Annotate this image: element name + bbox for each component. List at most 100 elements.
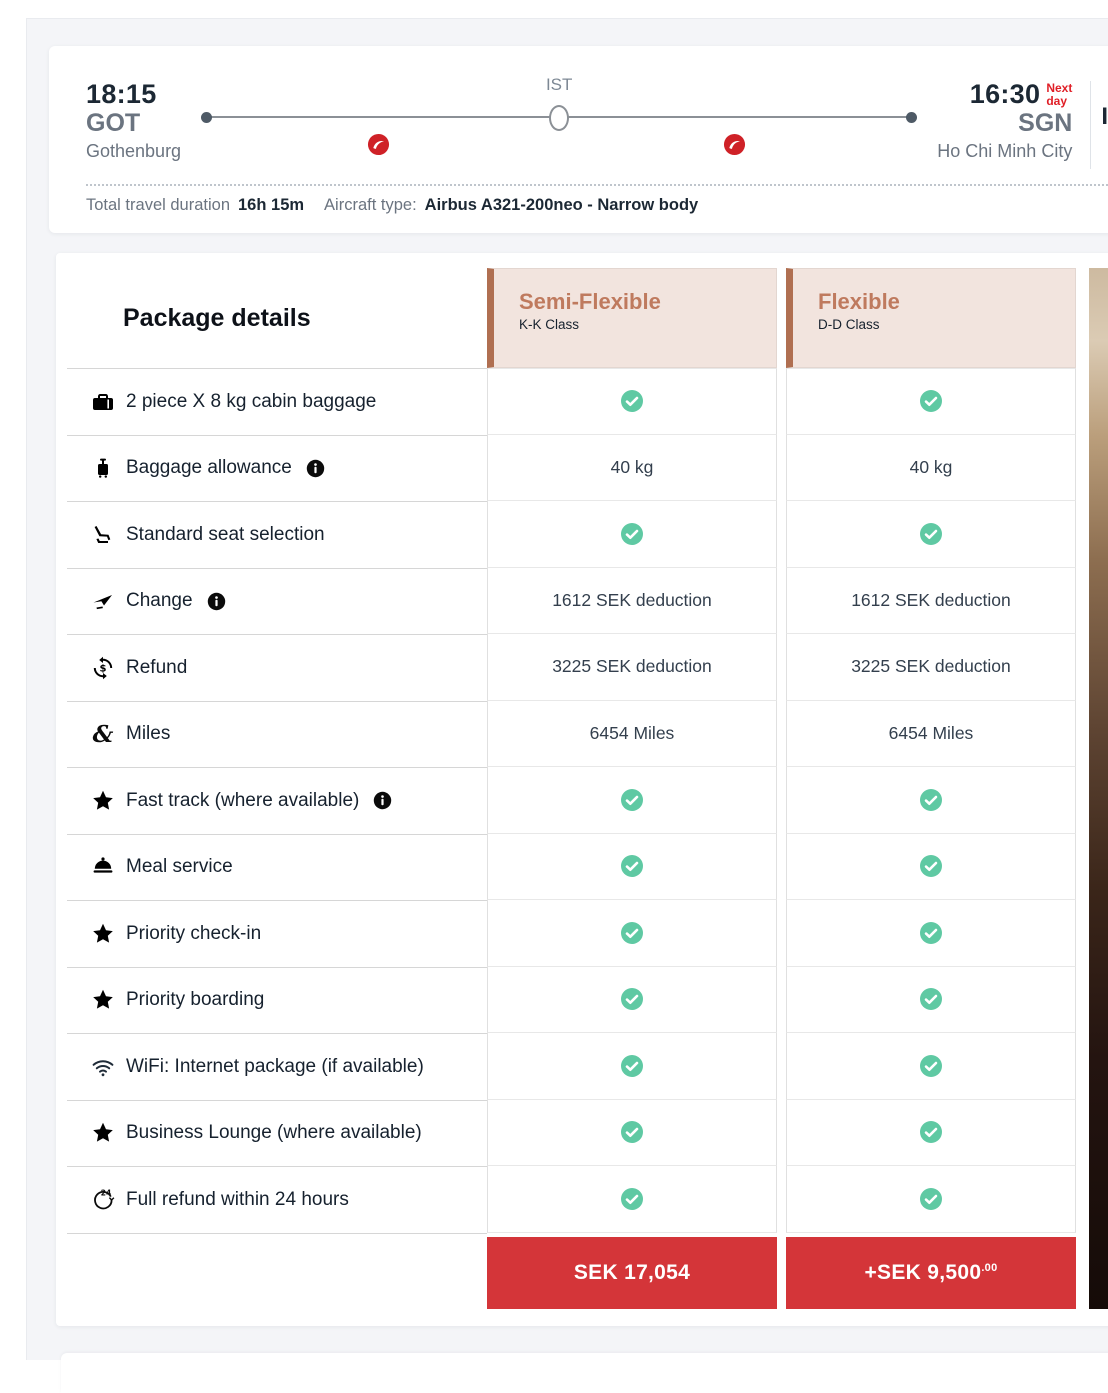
star-icon: [91, 922, 115, 946]
check-icon: [620, 987, 644, 1011]
check-icon: [919, 1054, 943, 1078]
value-cell: [786, 1033, 1076, 1100]
itinerary-link-cutoff[interactable]: It: [1101, 103, 1108, 131]
package-name: Flexible: [818, 289, 1075, 315]
value-cell: 40 kg: [487, 435, 777, 502]
feature-row-24h-refund: Full refund within 24 hours: [67, 1166, 487, 1233]
value-cell: [487, 767, 777, 834]
dotted-divider: [86, 184, 1108, 186]
airline-logo-icon: [367, 133, 390, 156]
select-semi-flexible-button[interactable]: SEK 17,054: [487, 1237, 777, 1309]
check-icon: [919, 389, 943, 413]
check-icon: [620, 854, 644, 878]
timeline-origin-dot: [201, 112, 212, 123]
check-icon: [919, 921, 943, 945]
departure-block: 18:15 GOT Gothenburg: [86, 79, 181, 162]
check-icon: [620, 1120, 644, 1144]
value-cell: [786, 900, 1076, 967]
footer-spacer: [67, 1233, 487, 1309]
timeline-stopover-marker: [549, 105, 569, 131]
value-cell: 40 kg: [786, 435, 1076, 502]
flight-timeline: IST: [203, 79, 915, 161]
feature-row-priority-boarding: Priority boarding: [67, 967, 487, 1034]
vertical-divider: [1090, 81, 1091, 169]
arrival-block: 16:30 Next day SGN Ho Chi Minh City: [937, 79, 1072, 162]
aircraft-value: Airbus A321-200neo - Narrow body: [425, 196, 699, 215]
info-icon[interactable]: [306, 459, 325, 478]
arrival-time: 16:30: [970, 79, 1041, 110]
clock-24-icon: [91, 1188, 115, 1212]
aircraft-label: Aircraft type:: [324, 196, 417, 215]
check-icon: [919, 1187, 943, 1211]
value-cell: [487, 368, 777, 435]
star-icon: [91, 988, 115, 1012]
select-flexible-button[interactable]: +SEK 9,500.00: [786, 1237, 1076, 1309]
duration-value: 16h 15m: [238, 196, 304, 215]
meal-icon: [91, 855, 115, 879]
feature-row-business-lounge: Business Lounge (where available): [67, 1100, 487, 1167]
check-icon: [620, 788, 644, 812]
timeline-destination-dot: [906, 112, 917, 123]
value-cell: [487, 900, 777, 967]
feature-row-meal-service: Meal service: [67, 834, 487, 901]
value-cell: [487, 1100, 777, 1167]
info-icon[interactable]: [207, 592, 226, 611]
value-cell: [786, 368, 1076, 435]
value-cell: [786, 1166, 1076, 1233]
page-background: 18:15 GOT Gothenburg IST 16:30 Next day …: [26, 18, 1108, 1360]
arrival-city: Ho Chi Minh City: [937, 141, 1072, 162]
cabin-baggage-icon: [91, 390, 115, 414]
arrival-airport-code: SGN: [937, 110, 1072, 138]
package-details-card: Package details Semi-Flexible K-K Class …: [56, 253, 1108, 1326]
value-cell: 3225 SEK deduction: [786, 634, 1076, 701]
seat-icon: [91, 523, 115, 547]
check-icon: [620, 1187, 644, 1211]
feature-row-baggage-allowance: Baggage allowance: [67, 435, 487, 502]
value-cell: [487, 501, 777, 568]
check-icon: [919, 788, 943, 812]
feature-row-refund: Refund: [67, 634, 487, 701]
check-icon: [620, 389, 644, 413]
value-cell: [786, 767, 1076, 834]
package-class: K-K Class: [519, 317, 776, 332]
value-cell: [487, 1033, 777, 1100]
value-cell: [786, 1100, 1076, 1167]
package-column-flexible[interactable]: Flexible D-D Class: [786, 268, 1076, 368]
feature-row-change: Change: [67, 568, 487, 635]
info-icon[interactable]: [373, 791, 392, 810]
feature-row-wifi: WiFi: Internet package (if available): [67, 1033, 487, 1100]
change-flight-icon: [91, 589, 115, 613]
miles-ampersand-icon: &: [91, 722, 115, 746]
value-cell: 3225 SEK deduction: [487, 634, 777, 701]
airline-logo-icon: [723, 133, 746, 156]
departure-airport-code: GOT: [86, 110, 181, 138]
feature-row-seat-selection: Standard seat selection: [67, 501, 487, 568]
duration-label: Total travel duration: [86, 196, 230, 215]
departure-time: 18:15: [86, 79, 181, 110]
departure-city: Gothenburg: [86, 141, 181, 162]
package-column-semi-flexible[interactable]: Semi-Flexible K-K Class: [487, 268, 777, 368]
business-package-photo[interactable]: [1089, 268, 1108, 1309]
value-cell: [786, 501, 1076, 568]
check-icon: [620, 921, 644, 945]
value-cell: 1612 SEK deduction: [786, 568, 1076, 635]
baggage-icon: [91, 456, 115, 480]
check-icon: [919, 987, 943, 1011]
package-name: Semi-Flexible: [519, 289, 776, 315]
value-cell: [786, 834, 1076, 901]
feature-row-priority-checkin: Priority check-in: [67, 900, 487, 967]
value-cell: [487, 1166, 777, 1233]
feature-row-fast-track: Fast track (where available): [67, 767, 487, 834]
check-icon: [919, 522, 943, 546]
wifi-icon: [91, 1055, 115, 1079]
next-section-card: [61, 1353, 1108, 1393]
flight-summary-card: 18:15 GOT Gothenburg IST 16:30 Next day …: [49, 46, 1108, 233]
value-cell: [786, 967, 1076, 1034]
check-icon: [919, 1120, 943, 1144]
star-icon: [91, 1121, 115, 1145]
next-day-badge: Next day: [1046, 82, 1072, 107]
value-cell: [487, 834, 777, 901]
package-class: D-D Class: [818, 317, 1075, 332]
value-cell: 6454 Miles: [786, 701, 1076, 768]
value-cell: [487, 967, 777, 1034]
